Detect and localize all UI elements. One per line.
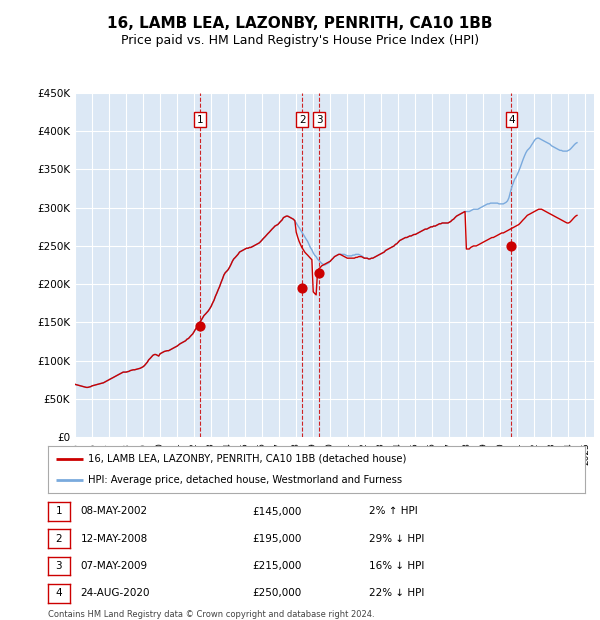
Text: £145,000: £145,000 — [252, 507, 301, 516]
Text: 12-MAY-2008: 12-MAY-2008 — [80, 534, 148, 544]
Text: 3: 3 — [55, 561, 62, 571]
Text: 24-AUG-2020: 24-AUG-2020 — [80, 588, 150, 598]
Point — [298, 283, 307, 293]
Text: 4: 4 — [55, 588, 62, 598]
Text: 2: 2 — [55, 534, 62, 544]
Text: 1: 1 — [55, 507, 62, 516]
Text: 1: 1 — [197, 115, 203, 125]
Text: 08-MAY-2002: 08-MAY-2002 — [80, 507, 148, 516]
Point — [314, 268, 324, 278]
Text: 2% ↑ HPI: 2% ↑ HPI — [369, 507, 418, 516]
Text: 2: 2 — [299, 115, 305, 125]
Text: 22% ↓ HPI: 22% ↓ HPI — [369, 588, 424, 598]
Text: 16, LAMB LEA, LAZONBY, PENRITH, CA10 1BB (detached house): 16, LAMB LEA, LAZONBY, PENRITH, CA10 1BB… — [88, 454, 407, 464]
Text: 07-MAY-2009: 07-MAY-2009 — [80, 561, 148, 571]
Text: 29% ↓ HPI: 29% ↓ HPI — [369, 534, 424, 544]
Point — [196, 321, 205, 331]
Text: 16% ↓ HPI: 16% ↓ HPI — [369, 561, 424, 571]
Text: 16, LAMB LEA, LAZONBY, PENRITH, CA10 1BB: 16, LAMB LEA, LAZONBY, PENRITH, CA10 1BB — [107, 16, 493, 30]
Text: Price paid vs. HM Land Registry's House Price Index (HPI): Price paid vs. HM Land Registry's House … — [121, 34, 479, 47]
Point — [506, 241, 516, 251]
Text: 4: 4 — [508, 115, 515, 125]
Text: HPI: Average price, detached house, Westmorland and Furness: HPI: Average price, detached house, West… — [88, 476, 403, 485]
Text: £195,000: £195,000 — [252, 534, 301, 544]
Text: 3: 3 — [316, 115, 322, 125]
Text: £250,000: £250,000 — [252, 588, 301, 598]
Text: Contains HM Land Registry data © Crown copyright and database right 2024.: Contains HM Land Registry data © Crown c… — [48, 610, 374, 619]
Text: £215,000: £215,000 — [252, 561, 301, 571]
